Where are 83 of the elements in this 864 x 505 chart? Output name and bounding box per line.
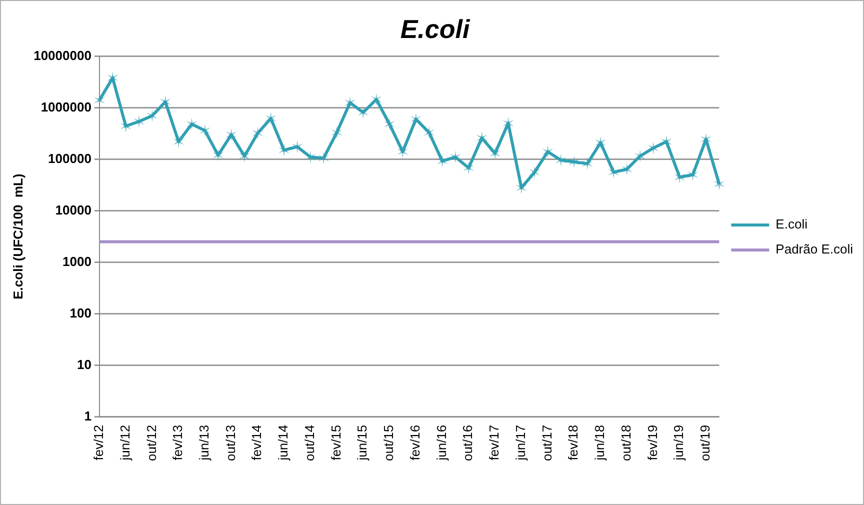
y-axis-title: E.coli (UFC/100 mL) xyxy=(10,174,26,300)
point xyxy=(674,170,686,184)
point xyxy=(700,132,712,146)
point xyxy=(265,112,276,125)
point xyxy=(582,157,593,170)
x-tick-label: out/16 xyxy=(460,424,476,462)
point xyxy=(528,166,540,179)
x-tick-label: out/15 xyxy=(381,424,396,462)
legend-label: Padrão E.coli xyxy=(776,242,854,257)
point xyxy=(687,168,698,182)
point xyxy=(410,112,422,126)
point xyxy=(94,94,106,107)
point xyxy=(384,118,396,131)
point xyxy=(146,109,158,122)
point xyxy=(318,152,330,165)
point xyxy=(660,135,672,148)
legend-label: E.coli xyxy=(776,216,808,232)
point xyxy=(489,146,501,160)
x-tick-label: fev/14 xyxy=(249,424,264,460)
x-tick-label: out/13 xyxy=(222,424,238,462)
x-tick-label: jun/13 xyxy=(196,424,212,462)
point xyxy=(331,126,342,140)
point xyxy=(278,144,290,157)
chart-title: E.coli xyxy=(400,14,470,44)
x-tick-label: fev/19 xyxy=(644,424,660,460)
point xyxy=(594,136,606,150)
point xyxy=(106,71,118,84)
point xyxy=(397,145,408,158)
point xyxy=(304,150,316,164)
point xyxy=(476,131,488,144)
point xyxy=(542,145,554,158)
y-tick-label: 1000 xyxy=(62,254,92,269)
y-tick-label: 100000 xyxy=(48,150,92,166)
x-tick-label: jun/14 xyxy=(276,424,291,462)
point xyxy=(555,154,567,167)
point xyxy=(358,106,369,119)
point xyxy=(133,115,145,128)
point xyxy=(463,161,474,174)
x-tick-label: jun/18 xyxy=(592,424,608,462)
point xyxy=(186,118,198,131)
point xyxy=(292,140,303,154)
point xyxy=(226,128,237,142)
point xyxy=(714,178,725,191)
point xyxy=(516,181,528,194)
point xyxy=(212,148,224,162)
x-tick-label: out/12 xyxy=(144,424,159,462)
y-tick-label: 10000 xyxy=(55,202,92,218)
y-tick-label: 100 xyxy=(70,305,92,320)
point xyxy=(621,162,633,176)
x-tick-label: fev/12 xyxy=(91,424,106,460)
y-tick-label: 1000000 xyxy=(40,99,92,114)
x-tick-label: out/18 xyxy=(618,424,634,462)
point xyxy=(634,150,646,163)
point xyxy=(648,142,659,155)
x-tick-label: jun/12 xyxy=(117,424,132,462)
x-tick-label: out/17 xyxy=(539,424,554,462)
x-tick-label: fev/18 xyxy=(566,424,581,460)
x-tick-label: jun/16 xyxy=(434,424,449,462)
point xyxy=(120,120,132,133)
point xyxy=(370,92,382,106)
point xyxy=(344,96,356,110)
x-tick-label: jun/15 xyxy=(354,424,370,462)
x-tick-label: fev/17 xyxy=(486,424,502,460)
point xyxy=(608,166,620,179)
y-tick-label: 10 xyxy=(76,356,92,372)
point xyxy=(252,126,264,140)
point xyxy=(160,95,171,108)
point xyxy=(172,135,184,148)
x-tick-label: fev/13 xyxy=(170,424,186,460)
point xyxy=(423,126,435,140)
y-tick-label: 10000000 xyxy=(34,48,92,63)
x-tick-label: jun/17 xyxy=(512,424,528,462)
x-tick-label: fev/15 xyxy=(328,424,344,460)
point xyxy=(199,124,211,138)
x-tick-label: out/14 xyxy=(302,424,317,462)
point xyxy=(436,154,448,168)
x-tick-label: jun/19 xyxy=(671,424,686,462)
y-tick-label: 1 xyxy=(84,408,92,424)
point xyxy=(450,150,462,164)
point xyxy=(568,155,580,168)
x-tick-label: fev/16 xyxy=(407,424,422,460)
point xyxy=(238,150,250,163)
x-tick-label: out/19 xyxy=(698,424,713,462)
